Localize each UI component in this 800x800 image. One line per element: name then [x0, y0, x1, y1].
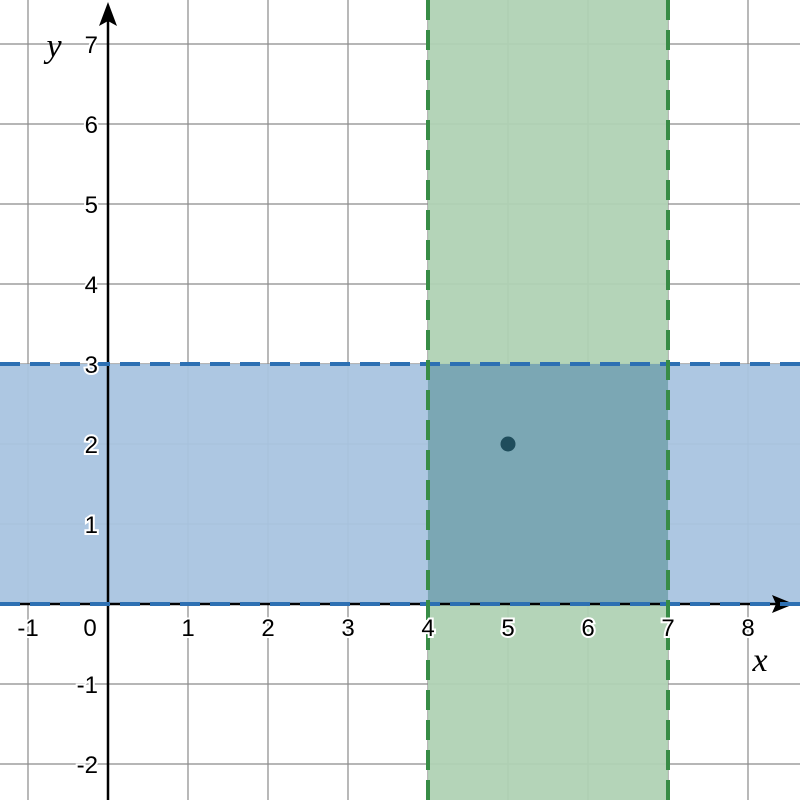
data-point — [500, 436, 516, 452]
y-tick-label: 4 — [85, 272, 98, 299]
y-axis-label: y — [43, 28, 62, 65]
y-axis-arrow — [99, 2, 117, 26]
y-tick-label: -1 — [77, 672, 98, 699]
y-tick-label: 6 — [85, 112, 98, 139]
x-tick-label: 4 — [421, 615, 434, 642]
tick-labels: -1 0 1 2 3 4 5 6 7 8 -2 -1 1 2 3 4 5 6 7 — [15, 30, 756, 781]
y-tick-label: 1 — [85, 512, 98, 539]
overlap-region — [428, 364, 668, 604]
y-tick-label: 5 — [85, 192, 98, 219]
x-tick-label: 7 — [661, 615, 674, 642]
x-tick-label: 6 — [581, 615, 594, 642]
horizontal-band-region — [0, 364, 800, 604]
y-tick-label: 3 — [85, 352, 98, 379]
x-tick-label: -1 — [17, 615, 38, 642]
x-tick-label: 0 — [83, 615, 96, 642]
x-tick-label: 5 — [501, 615, 514, 642]
x-tick-label: 2 — [261, 615, 274, 642]
x-tick-label: 1 — [181, 615, 194, 642]
x-axis-label: x — [751, 642, 767, 679]
y-tick-label: 2 — [85, 432, 98, 459]
x-tick-label: 8 — [741, 615, 754, 642]
y-tick-label: -2 — [77, 752, 98, 779]
x-tick-label: 3 — [341, 615, 354, 642]
points — [500, 436, 516, 452]
y-tick-label: 7 — [85, 32, 98, 59]
